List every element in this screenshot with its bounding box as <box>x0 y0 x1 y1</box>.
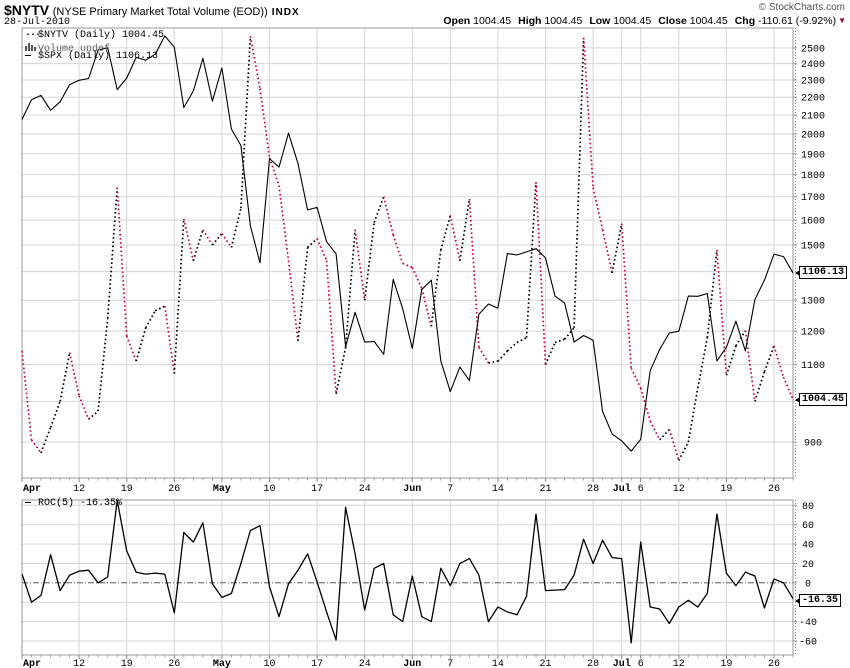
svg-text:6: 6 <box>638 484 644 495</box>
svg-text:Jul: Jul <box>613 658 631 668</box>
legend-volume-label: Volume undef <box>38 43 111 55</box>
svg-text:80: 80 <box>802 502 814 513</box>
svg-text:Apr: Apr <box>23 659 41 668</box>
svg-text:26: 26 <box>768 659 780 668</box>
svg-text:12: 12 <box>673 484 685 495</box>
high-label: High <box>518 15 542 27</box>
svg-text:6: 6 <box>638 659 644 668</box>
quote-summary: Open 1004.45 High 1004.45 Low 1004.45 Close… <box>436 15 846 27</box>
svg-text:12: 12 <box>73 659 85 668</box>
title-row: $NYTV (NYSE Primary Market Total Volume … <box>4 2 300 18</box>
svg-text:7: 7 <box>447 484 453 495</box>
roc-legend: — ROC(5) -16.35% <box>25 498 123 510</box>
svg-text:2300: 2300 <box>801 77 825 88</box>
svg-text:2100: 2100 <box>801 112 825 123</box>
svg-text:7: 7 <box>447 659 453 668</box>
svg-text:21: 21 <box>539 659 551 668</box>
svg-text:40: 40 <box>802 541 814 552</box>
svg-text:24: 24 <box>359 659 371 668</box>
svg-text:21: 21 <box>539 484 551 495</box>
chg-down-icon: ▼ <box>838 16 846 25</box>
svg-text:1600: 1600 <box>801 217 825 228</box>
svg-text:May: May <box>213 484 231 495</box>
svg-text:1800: 1800 <box>801 171 825 182</box>
close-value: 1004.45 <box>689 15 728 27</box>
svg-text:17: 17 <box>311 484 323 495</box>
svg-text:2400: 2400 <box>801 60 825 71</box>
svg-text:1100: 1100 <box>801 361 825 372</box>
svg-text:1200: 1200 <box>801 328 825 339</box>
solid-line-icon: — <box>25 498 31 509</box>
svg-text:2200: 2200 <box>801 94 825 105</box>
legend-roc-label: ROC(5) -16.35% <box>38 498 123 509</box>
low-label: Low <box>589 15 611 27</box>
svg-text:-60: -60 <box>799 638 817 649</box>
svg-text:60: 60 <box>802 521 814 532</box>
close-label: Close <box>658 15 687 27</box>
svg-text:26: 26 <box>768 484 780 495</box>
svg-text:28: 28 <box>587 659 599 668</box>
copyright[interactable]: © StockCharts.com <box>758 2 845 13</box>
nytv-last-price-tag: 1004.45 <box>794 393 848 406</box>
solid-line-icon: — <box>25 51 31 62</box>
high-value: 1004.45 <box>544 15 583 27</box>
svg-text:10: 10 <box>263 659 275 668</box>
open-label: Open <box>443 15 471 27</box>
svg-text:May: May <box>213 659 231 668</box>
svg-text:1300: 1300 <box>801 297 825 308</box>
svg-text:Jul: Jul <box>613 483 631 495</box>
chart-title: (NYSE Primary Market Total Volume (EOD)) <box>52 6 268 18</box>
svg-text:14: 14 <box>492 484 504 495</box>
svg-text:17: 17 <box>311 659 323 668</box>
main-legend: ···$NYTV (Daily) 1004.45 Volume undef — $… <box>25 30 165 63</box>
svg-text:12: 12 <box>673 659 685 668</box>
svg-text:19: 19 <box>720 484 732 495</box>
svg-text:900: 900 <box>804 439 822 450</box>
svg-text:1500: 1500 <box>801 242 825 253</box>
volume-bars-icon <box>25 42 38 56</box>
svg-text:Apr: Apr <box>23 484 41 495</box>
chart-date: 28-Jul-2010 <box>4 17 71 28</box>
svg-text:10: 10 <box>263 484 275 495</box>
legend-item-volume[interactable]: Volume undef <box>25 42 164 56</box>
exchange-label: INDX <box>271 7 300 18</box>
svg-text:2000: 2000 <box>801 131 825 142</box>
legend-spx-label: $SPX (Daily) 1106.13 <box>38 51 159 62</box>
svg-text:2500: 2500 <box>801 44 825 55</box>
svg-text:1700: 1700 <box>801 193 825 204</box>
svg-text:19: 19 <box>720 659 732 668</box>
svg-text:Jun: Jun <box>403 659 421 668</box>
symbol: $NYTV <box>4 2 50 18</box>
legend-item-roc[interactable]: — ROC(5) -16.35% <box>25 498 123 510</box>
legend-item-nytv[interactable]: ···$NYTV (Daily) 1004.45 <box>25 30 165 42</box>
svg-text:26: 26 <box>168 659 180 668</box>
svg-text:-40: -40 <box>799 618 817 629</box>
svg-text:14: 14 <box>492 659 504 668</box>
svg-text:24: 24 <box>359 484 371 495</box>
low-value: 1004.45 <box>613 15 652 27</box>
svg-text:0: 0 <box>805 579 811 590</box>
roc-last-value-tag: -16.35 <box>794 594 842 607</box>
svg-text:28: 28 <box>587 484 599 495</box>
svg-text:12: 12 <box>73 484 85 495</box>
dotted-line-icon: ··· <box>25 30 41 41</box>
chg-value: -110.61 (-9.92%) <box>758 15 837 27</box>
svg-text:19: 19 <box>121 659 133 668</box>
svg-text:19: 19 <box>121 484 133 495</box>
spx-last-price-tag: 1106.13 <box>794 266 848 279</box>
chg-label: Chg <box>734 15 756 27</box>
svg-text:1900: 1900 <box>801 150 825 161</box>
open-value: 1004.45 <box>473 15 512 27</box>
svg-text:26: 26 <box>168 484 180 495</box>
legend-nytv-label: $NYTV (Daily) 1004.45 <box>38 30 165 41</box>
legend-item-spx[interactable]: — $SPX (Daily) 1106.13 <box>25 51 164 63</box>
svg-text:Jun: Jun <box>403 484 421 495</box>
svg-text:20: 20 <box>802 560 814 571</box>
